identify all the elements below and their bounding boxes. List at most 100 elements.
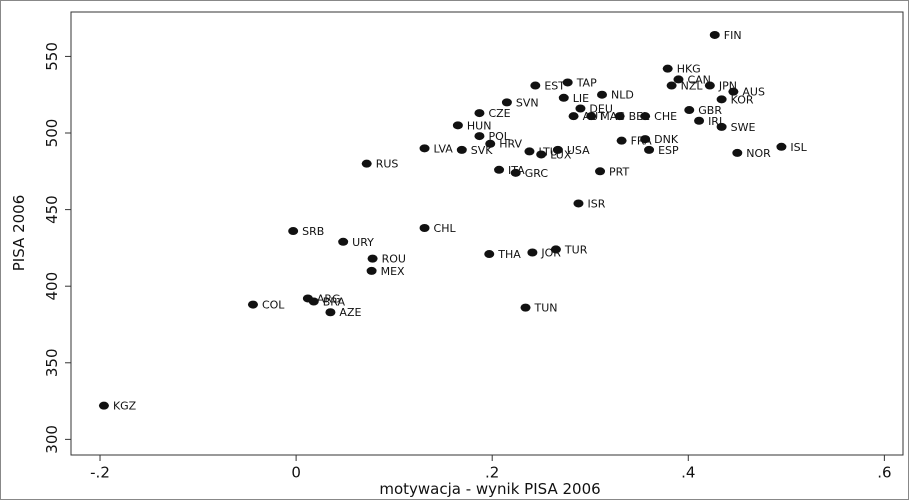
point <box>530 81 541 90</box>
x-tick-label: .6 <box>877 464 891 482</box>
point-label: GBR <box>698 104 722 117</box>
point <box>527 248 538 257</box>
point <box>288 227 299 236</box>
point <box>361 159 372 168</box>
point-label: HUN <box>467 119 492 132</box>
point-label: ROU <box>382 253 406 266</box>
point <box>367 254 378 263</box>
point <box>485 139 496 148</box>
point <box>98 401 109 410</box>
x-tick-label: .2 <box>485 464 499 482</box>
point <box>640 135 651 144</box>
point-label: DNK <box>654 133 679 146</box>
point <box>558 93 569 102</box>
point <box>456 145 467 154</box>
point-label: PRT <box>609 165 629 178</box>
y-tick-label: 500 <box>43 119 61 148</box>
point-label: HRV <box>499 138 522 151</box>
point <box>694 116 705 125</box>
point-label: KGZ <box>113 400 137 413</box>
point-label: GRC <box>525 167 549 180</box>
point <box>673 75 684 84</box>
point-label: EST <box>544 80 565 93</box>
point-label: LIE <box>573 92 589 105</box>
point <box>640 112 651 121</box>
y-tick-label: 550 <box>43 42 61 71</box>
point-label: AUS <box>742 86 765 99</box>
point-label: POL <box>488 130 510 143</box>
point <box>501 98 512 107</box>
point <box>728 87 739 96</box>
point-label: ESP <box>658 144 679 157</box>
point-label: LVA <box>434 142 454 155</box>
point <box>452 121 463 130</box>
point-label: ISR <box>587 197 605 210</box>
x-tick-label: -.2 <box>90 464 110 482</box>
point <box>338 237 349 246</box>
point-label: MEX <box>381 265 405 278</box>
point-label: CAN <box>687 73 710 86</box>
point-label: SWE <box>731 121 756 134</box>
point-label: DEU <box>589 103 612 116</box>
point-label: CZE <box>488 107 510 120</box>
point-label: FIN <box>724 29 742 42</box>
point <box>247 300 258 309</box>
point <box>732 148 743 157</box>
point-label: SVN <box>516 96 539 109</box>
point-label: ISL <box>790 141 807 154</box>
point-label: USA <box>567 144 590 157</box>
point <box>325 308 336 317</box>
point <box>662 64 673 73</box>
point <box>616 136 627 145</box>
y-axis-title: PISA 2006 <box>10 195 28 271</box>
point <box>776 142 787 151</box>
point <box>419 223 430 232</box>
point-label: NLD <box>611 89 634 102</box>
y-tick-label: 350 <box>43 348 61 377</box>
point <box>716 122 727 131</box>
point <box>562 78 573 87</box>
point <box>614 112 625 121</box>
x-tick-label: 0 <box>291 464 301 482</box>
x-axis-title: motywacja - wynik PISA 2006 <box>379 480 600 498</box>
point <box>308 297 319 306</box>
y-tick-label: 450 <box>43 195 61 224</box>
point <box>552 145 563 154</box>
point-label: SRB <box>302 225 324 238</box>
point-label: NZL <box>681 80 704 93</box>
plot-frame <box>70 11 904 456</box>
point-label: NOR <box>746 147 771 160</box>
point-label: RUS <box>376 158 399 171</box>
point <box>684 106 695 115</box>
point <box>510 168 521 177</box>
point <box>595 167 606 176</box>
point-label: CHL <box>434 222 457 235</box>
point <box>575 104 586 113</box>
point <box>484 250 495 259</box>
point <box>644 145 655 154</box>
point-label: ARG <box>317 292 341 305</box>
point <box>568 112 579 121</box>
point-label: BRA <box>323 296 346 309</box>
point <box>494 165 505 174</box>
y-tick-label: 300 <box>43 425 61 454</box>
point <box>474 109 485 118</box>
point-label: KOR <box>731 93 754 106</box>
point <box>520 303 531 312</box>
point-label: CHE <box>654 110 677 123</box>
point <box>536 150 547 159</box>
point-label: AZE <box>339 306 361 319</box>
point <box>597 90 608 99</box>
point-label: URY <box>352 236 374 249</box>
point <box>709 30 720 39</box>
point-label: TUR <box>564 243 588 256</box>
point <box>666 81 677 90</box>
point-label: THA <box>497 248 521 261</box>
point <box>524 147 535 156</box>
point <box>586 112 597 121</box>
point <box>716 95 727 104</box>
point <box>704 81 715 90</box>
point-label: HKG <box>677 63 701 76</box>
